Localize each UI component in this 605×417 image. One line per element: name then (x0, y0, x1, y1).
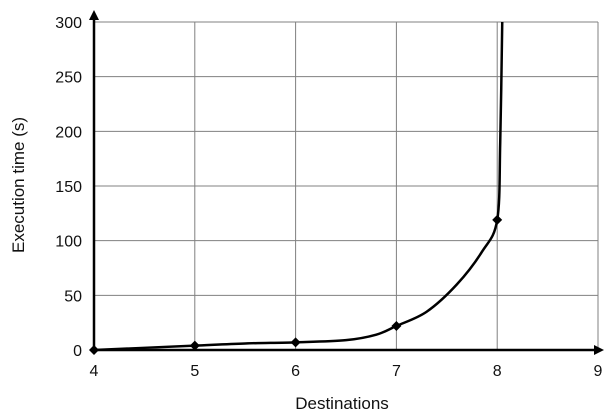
y-tick-label-250: 250 (55, 70, 82, 87)
data-point-x6 (290, 337, 301, 348)
data-point-x5 (189, 340, 200, 351)
y-tick-label-50: 50 (64, 288, 82, 305)
x-tick-label-4: 4 (90, 363, 99, 380)
x-axis-arrowhead (594, 345, 604, 355)
x-tick-label-8: 8 (493, 363, 502, 380)
y-tick-label-0: 0 (73, 343, 82, 360)
data-markers (89, 214, 503, 355)
x-axis-title: Destinations (295, 394, 389, 412)
x-tick-label-7: 7 (392, 363, 401, 380)
y-tick-label-300: 300 (55, 15, 82, 32)
data-point-x7 (391, 320, 402, 331)
y-tick-label-200: 200 (55, 124, 82, 141)
tick-labels: 4 5 6 7 8 9 0 50 100 150 200 250 300 (55, 15, 602, 380)
data-point-x8 (492, 214, 503, 225)
y-axis-title: Execution time (s) (9, 117, 28, 253)
y-tick-label-150: 150 (55, 179, 82, 196)
grid-lines (94, 21, 599, 350)
x-tick-label-6: 6 (291, 363, 300, 380)
axes (89, 10, 604, 355)
data-point-x4 (89, 345, 99, 355)
y-tick-label-100: 100 (55, 234, 82, 251)
y-axis-arrowhead (89, 10, 99, 20)
x-tick-label-9: 9 (594, 363, 603, 380)
x-tick-label-5: 5 (190, 363, 199, 380)
